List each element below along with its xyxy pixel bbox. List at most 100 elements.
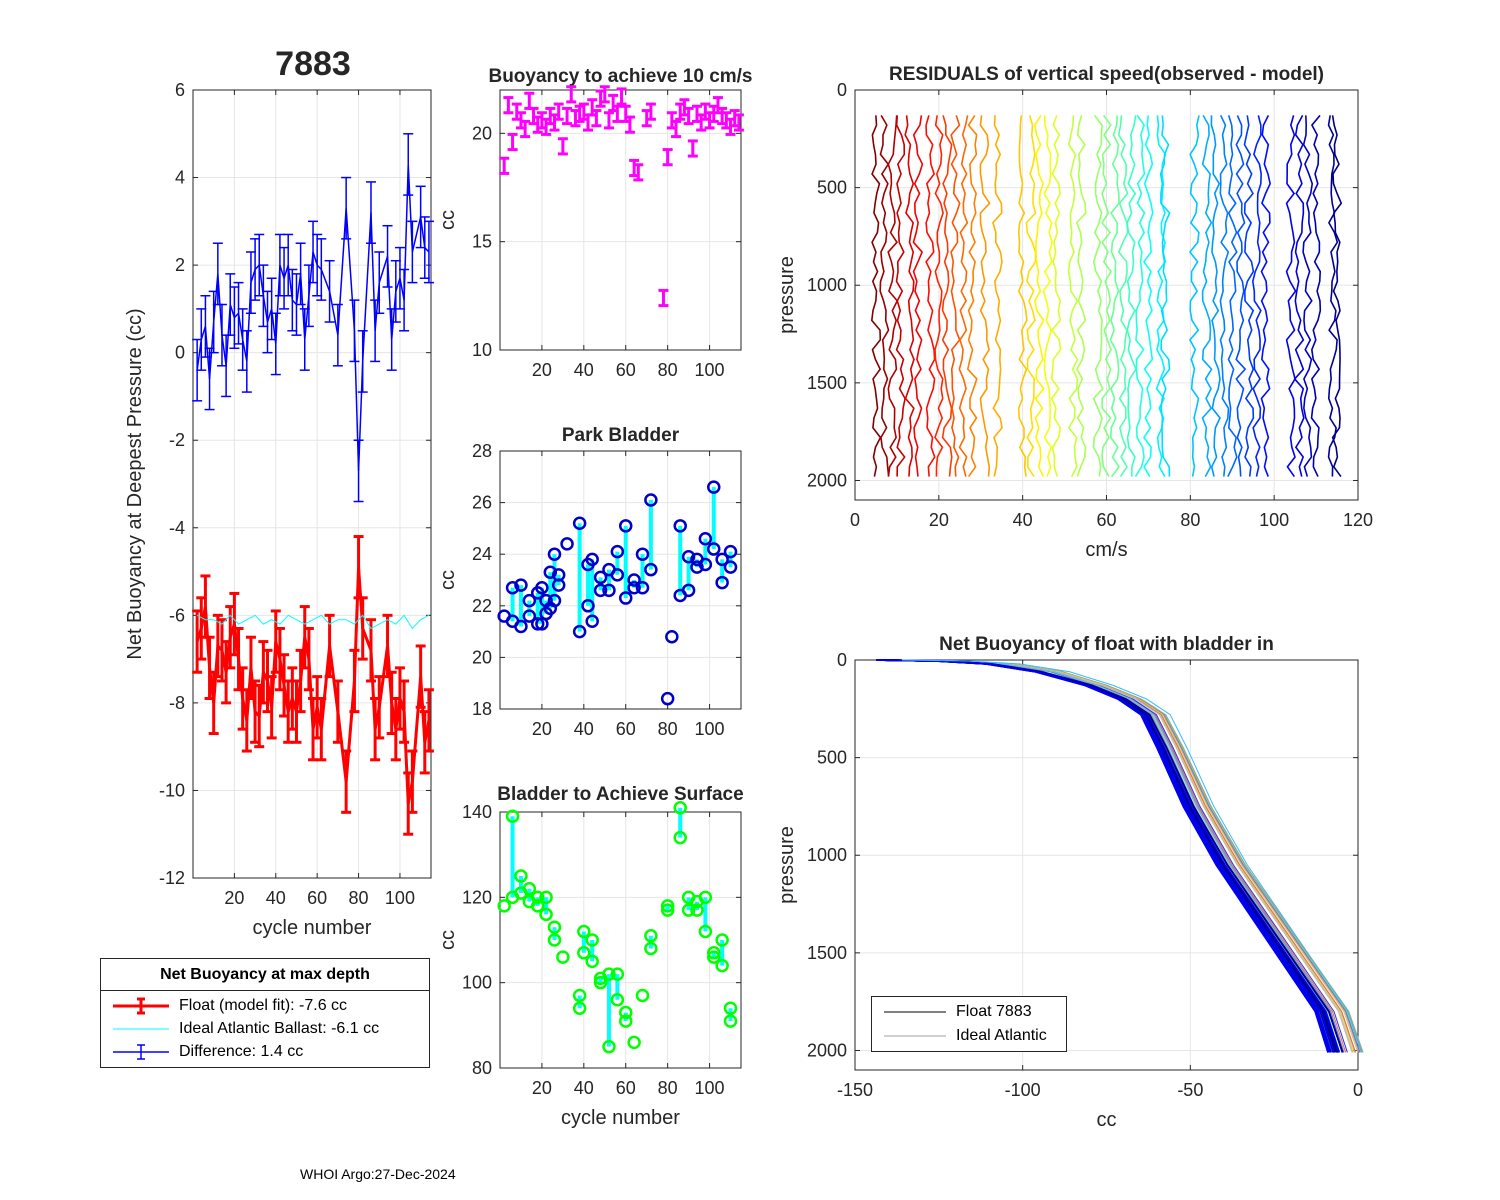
parkbladder-axes-box bbox=[499, 450, 742, 710]
residuals-profile-line bbox=[1159, 115, 1171, 477]
parkbladder-marker bbox=[690, 560, 704, 574]
parkbladder-marker bbox=[593, 570, 608, 585]
residuals-profile-line bbox=[1067, 115, 1079, 477]
residuals-profile-line bbox=[1025, 115, 1037, 478]
surfacebladder-tick-label-y: 120 bbox=[462, 887, 492, 907]
parkbladder-marker bbox=[635, 580, 650, 595]
buoyancy10-tick-label-x: 60 bbox=[616, 360, 636, 380]
residuals-profile-line bbox=[1155, 115, 1167, 477]
buoyancy10-tick-label-x: 100 bbox=[695, 360, 725, 380]
main-axes-box bbox=[192, 89, 432, 879]
surfacebladder-marker bbox=[577, 924, 591, 939]
parkbladder-marker bbox=[707, 480, 721, 494]
residuals-profile-line bbox=[1092, 114, 1104, 477]
profile-float-line bbox=[878, 659, 1339, 1053]
profile-ideal-line bbox=[889, 659, 1353, 1053]
surfacebladder-marker bbox=[635, 988, 650, 1003]
parkbladder-tick-label-x: 60 bbox=[616, 719, 636, 739]
surfacebladder-marker bbox=[707, 946, 721, 960]
legend-title: Net Buoyancy at max depth bbox=[101, 959, 429, 991]
netbuoyancy_profile-tick-label-x: 0 bbox=[1353, 1080, 1363, 1100]
residuals-tick-label-x: 60 bbox=[1096, 510, 1116, 530]
profile-ideal-line bbox=[891, 659, 1361, 1053]
buoyancy10-tick-label-x: 40 bbox=[574, 360, 594, 380]
parkbladder-marker bbox=[602, 583, 616, 598]
main-tick-label-y: -4 bbox=[169, 518, 185, 538]
netbuoyancy_profile-tick-label-y: 1000 bbox=[807, 845, 847, 865]
profile-float-line bbox=[877, 659, 1335, 1053]
parkbladder-tick-label-y: 22 bbox=[472, 596, 492, 616]
parkbladder-marker bbox=[522, 593, 537, 608]
residuals-tick-label-y: 0 bbox=[837, 80, 847, 100]
surfacebladder-xlabel: cycle number bbox=[561, 1107, 680, 1129]
parkbladder-marker bbox=[681, 583, 696, 598]
residuals-profile-line bbox=[966, 114, 978, 478]
surfacebladder-marker bbox=[577, 946, 591, 960]
surfacebladder-title: Bladder to Achieve Surface bbox=[497, 784, 743, 805]
parkbladder-marker bbox=[547, 547, 562, 561]
surfacebladder-marker bbox=[644, 928, 658, 943]
parkbladder-marker bbox=[585, 552, 599, 567]
parkbladder-tick-label-x: 40 bbox=[574, 719, 594, 739]
netbuoyancy_profile-ylabel: pressure bbox=[776, 826, 798, 904]
legend-ideal-profile-label: Ideal Atlantic bbox=[956, 1027, 1047, 1044]
buoyancy10-tick-label-x: 80 bbox=[658, 360, 678, 380]
surfacebladder-marker bbox=[585, 933, 599, 947]
residuals-tick-label-x: 0 bbox=[850, 510, 860, 530]
profile-ideal-line bbox=[887, 659, 1343, 1053]
parkbladder-marker bbox=[514, 619, 528, 634]
parkbladder-marker bbox=[543, 565, 558, 580]
parkbladder-marker bbox=[547, 593, 562, 608]
residuals-profile-line bbox=[895, 115, 906, 477]
profile-ideal-line bbox=[892, 659, 1364, 1053]
residuals-profile-line bbox=[1235, 115, 1247, 477]
surfacebladder-marker bbox=[497, 899, 511, 913]
residuals-profile-line bbox=[1034, 114, 1045, 477]
profile-float-line bbox=[876, 659, 1329, 1053]
profile-ideal-line bbox=[887, 659, 1343, 1053]
residuals-profile-line bbox=[1134, 114, 1146, 477]
main-tick-label-y: -8 bbox=[169, 693, 185, 713]
buoyancy10-ylabel: cc bbox=[437, 210, 459, 230]
residuals-profile-line bbox=[1210, 115, 1221, 477]
parkbladder-marker bbox=[618, 519, 633, 533]
surfacebladder-marker bbox=[514, 869, 528, 883]
surfacebladder-tick-label-y: 80 bbox=[472, 1058, 492, 1078]
surfacebladder-marker bbox=[539, 907, 553, 922]
main-tick-label-y: 0 bbox=[175, 343, 185, 363]
parkbladder-title: Park Bladder bbox=[562, 425, 680, 446]
residuals-profile-line bbox=[1188, 115, 1200, 477]
parkbladder-marker bbox=[581, 599, 595, 613]
profile-float-line bbox=[879, 659, 1344, 1053]
surfacebladder-tick-label-x: 20 bbox=[532, 1078, 552, 1098]
residuals-profile-line bbox=[1126, 115, 1137, 477]
surfacebladder-tick-label-y: 100 bbox=[462, 973, 492, 993]
parkbladder-marker bbox=[610, 544, 625, 559]
residuals-profile-line bbox=[1285, 115, 1297, 478]
residuals-profile-line bbox=[912, 115, 924, 477]
main-tick-label-y: -6 bbox=[169, 605, 185, 625]
profile-ideal-line bbox=[886, 659, 1340, 1053]
legend-errorbar-blue-icon bbox=[113, 1044, 169, 1060]
profile-ideal-line bbox=[890, 659, 1355, 1053]
surfacebladder-marker bbox=[673, 830, 687, 845]
profile-ideal-line bbox=[892, 659, 1364, 1053]
profile-legend: Float 7883 Ideal Atlantic bbox=[871, 996, 1067, 1052]
residuals-profile-line bbox=[1017, 115, 1028, 477]
surfacebladder-marker bbox=[660, 899, 675, 913]
residuals-tick-label-x: 20 bbox=[929, 510, 949, 530]
profile-float-line bbox=[877, 659, 1335, 1053]
surfacebladder-marker bbox=[618, 1014, 633, 1028]
parkbladder-tick-label-x: 20 bbox=[532, 719, 552, 739]
surfacebladder-tick-label-x: 40 bbox=[574, 1078, 594, 1098]
residuals-profile-line bbox=[887, 115, 899, 477]
parkbladder-marker bbox=[627, 580, 641, 595]
residuals-tick-label-x: 80 bbox=[1180, 510, 1200, 530]
profile-float-line bbox=[878, 659, 1340, 1053]
residuals-profile-line bbox=[950, 115, 961, 477]
parkbladder-tick-label-y: 24 bbox=[472, 544, 492, 564]
parkbladder-marker bbox=[610, 568, 625, 582]
surfacebladder-marker bbox=[505, 809, 520, 824]
buoyancy10-title: Buoyancy to achieve 10 cm/s bbox=[488, 66, 752, 87]
